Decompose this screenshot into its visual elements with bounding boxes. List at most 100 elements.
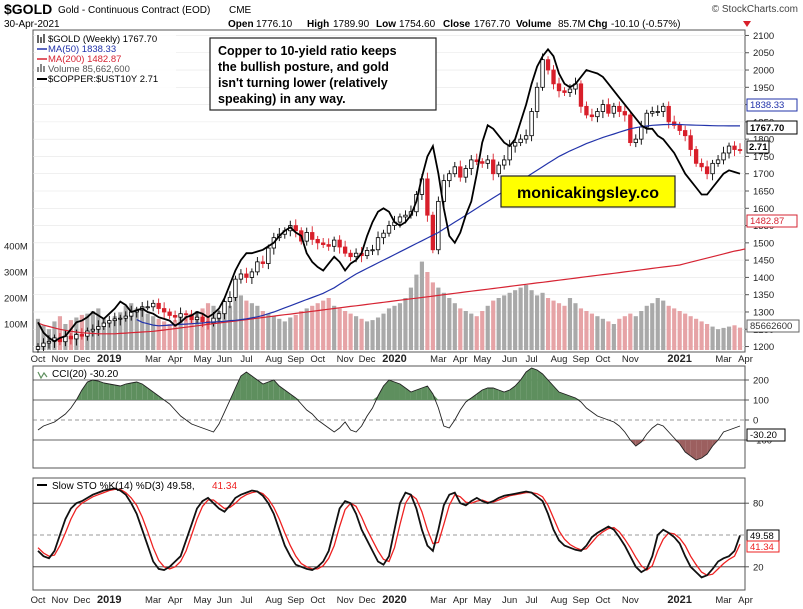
volume-bar [721,327,726,350]
candle [227,291,233,309]
candle-body [584,105,589,116]
svg-text:Slow STO %K(14) %D(3) 49.58,: Slow STO %K(14) %D(3) 49.58, [52,481,195,492]
svg-text:Volume 85,662,600: Volume 85,662,600 [48,64,130,75]
candle [441,174,446,207]
volume-bar [282,321,287,350]
candle [600,99,606,119]
volume-bar [386,308,392,350]
cci-line [37,367,741,461]
sto-badges: 49.58 41.34 [746,529,780,553]
candle-body [403,214,408,218]
candle [310,226,315,245]
price-tick-label: 2000 [753,66,774,77]
chart-date: 30-Apr-2021 [4,19,60,30]
candle-body [227,297,233,303]
cci-fill-positive [569,396,576,400]
volume-bar [573,303,578,350]
candle [112,312,117,327]
svg-text:monicakingsley.co: monicakingsley.co [517,185,659,202]
candle-body [348,252,353,258]
candle-body [79,334,85,337]
x-tick-label: Jul [240,595,252,606]
candle [606,98,611,117]
price-tick-label: 2050 [753,48,774,59]
svg-text:speaking) in any way.: speaking) in any way. [218,92,346,106]
candle-body [672,121,677,126]
volume-bar [162,321,167,350]
volume-bar [452,303,457,350]
candle-body [452,166,457,175]
candle-body [677,124,682,131]
candle-body [145,306,150,309]
candle [364,246,370,260]
volume-bar [392,305,397,350]
sto-panel [32,477,746,591]
candle [458,160,463,182]
candle [321,238,326,249]
candle-body [211,317,216,324]
volume-bar [194,311,200,350]
candle [655,105,660,116]
candle-body [666,105,671,123]
candle [556,77,562,98]
price-y-axis: 1200125013001350140014501500155016001650… [745,31,774,353]
candle-body [469,159,474,169]
candle-body [737,149,743,151]
candle-body [370,249,375,252]
cci-fill-positive [389,380,395,400]
x-tick-label: 2020 [382,594,406,606]
cci-fill-negative [685,440,691,456]
x-tick-label: Apr [168,354,183,365]
x-tick-label: Mar [430,595,446,606]
volume-bar [611,324,616,350]
candle-body [200,316,205,323]
candle-body [118,317,123,320]
cci-fill-positive [87,380,93,400]
svg-text:High: High [307,19,329,30]
candle-body [715,159,721,164]
candle [589,108,595,122]
cci-fill-positive [504,390,510,400]
volume-bar [694,318,699,350]
candle [348,249,353,262]
volume-bar [156,318,161,350]
price-tick-label: 2100 [753,31,774,42]
x-tick-label: Nov [622,354,639,365]
volume-bar [233,298,238,350]
candle [485,155,490,169]
volume-bar [293,314,298,350]
candle-body [172,315,178,318]
volume-bar [507,292,512,350]
volume-bar [534,295,540,350]
volume-bar [688,316,693,350]
volume-bar [112,316,117,350]
volume-bar [41,325,46,350]
candle [699,158,704,172]
candle [90,324,95,337]
x-tick-label: Jul [240,354,252,365]
candle-body [474,159,479,163]
cci-fill-positive [98,381,104,400]
candle [167,308,172,319]
cci-fill-negative [690,440,697,460]
svg-text:$GOLD (Weekly) 1767.70: $GOLD (Weekly) 1767.70 [48,34,157,45]
candle [255,257,260,276]
volume-bar [600,318,605,350]
volume-bar [480,311,485,350]
volume-bar [260,311,265,350]
candle-body [178,313,183,318]
volume-bar [699,321,704,350]
price-tick-label: 1950 [753,83,774,94]
candle-body [68,335,74,340]
volume-bar [299,311,304,350]
volume-bar [354,316,359,350]
volume-bar [606,321,611,350]
volume-tick-label: 200M [4,294,28,305]
candle-body [183,313,189,316]
x-tick-label: Mar [430,354,446,365]
svg-text:the bullish posture, and gold: the bullish posture, and gold [218,60,389,74]
volume-bar [545,298,551,350]
cci-fill-positive [235,376,241,400]
svg-text:2.71: 2.71 [749,142,768,153]
x-tick-label: Mar [145,595,161,606]
